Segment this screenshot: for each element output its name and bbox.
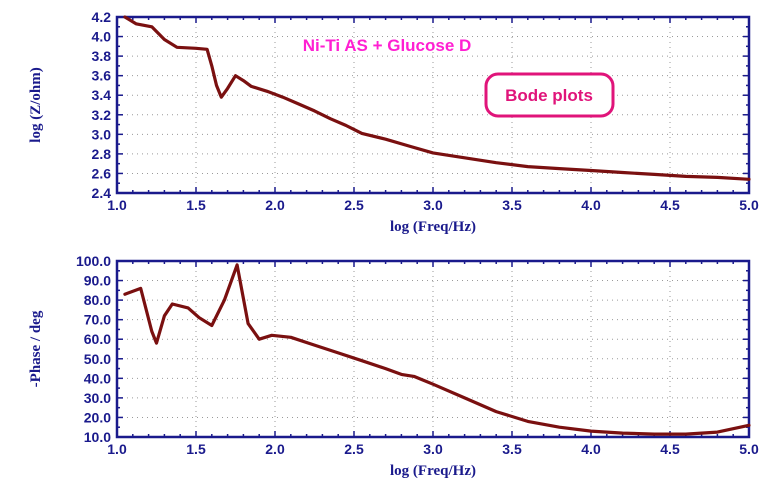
impedance-x-tick-labels: 1.0 1.5 2.0 2.5 3.0 3.5 4.0 4.5 5.0 [107,197,759,213]
impedance-y-tick-label: 3.2 [92,107,112,123]
bode-plots-label: Bode plots [505,86,593,105]
phase-x-tick-label: 4.0 [581,441,601,457]
phase-y-tick-label: 90.0 [84,273,111,289]
phase-grid [117,261,749,437]
phase-y-tick-label: 60.0 [84,331,111,347]
phase-y-tick-label: 20.0 [84,409,111,425]
impedance-plot: 1.0 1.5 2.0 2.5 3.0 3.5 4.0 4.5 5.0 2.42.62.83.0… [28,9,759,235]
phase-y-tick-label: 70.0 [84,312,111,328]
sample-annotation: Ni-Ti AS + Glucose D [303,36,472,55]
phase-x-tick-label: 1.5 [186,441,206,457]
impedance-x-tick-label: 3.0 [423,197,443,213]
phase-series-line [125,265,749,434]
impedance-x-tick-label: 4.0 [581,197,601,213]
impedance-y-tick-label: 2.6 [92,165,112,181]
phase-y-tick-label: 100.0 [76,253,111,269]
impedance-x-tick-label: 2.0 [265,197,285,213]
phase-y-tick-labels: 10.0 20.0 30.0 40.0 50.0 60.0 70.0 80.0 90.0 100.… [76,253,111,445]
impedance-x-tick-label: 4.5 [660,197,680,213]
phase-x-axis-title: log (Freq/Hz) [390,463,476,479]
phase-x-tick-label: 2.5 [344,441,364,457]
phase-x-tick-labels: 1.0 1.5 2.0 2.5 3.0 3.5 4.0 4.5 5.0 [107,441,759,457]
impedance-y-tick-labels: 2.4 2.6 2.8 3.0 3.2 3.4 3.6 3.8 4.0 4.2 [92,9,112,201]
phase-x-tick-label: 2.0 [265,441,285,457]
phase-y-tick-label: 50.0 [84,351,111,367]
impedance-y-tick-label: 3.6 [92,68,112,84]
impedance-y-tick-label: 2.8 [92,146,112,162]
impedance-y-tick-label: 3.0 [92,126,112,142]
phase-x-tick-label: 4.5 [660,441,680,457]
phase-y-tick-label: 30.0 [84,390,111,406]
impedance-x-tick-label: 3.5 [502,197,522,213]
phase-y-tick-label: 40.0 [84,370,111,386]
phase-y-tick-label: 80.0 [84,292,111,308]
phase-plot: 1.0 1.5 2.0 2.5 3.0 3.5 4.0 4.5 5.0 10.020.030.0… [28,253,759,479]
phase-y-axis-title: -Phase / deg [28,310,44,387]
impedance-y-tick-label: 3.8 [92,48,112,64]
impedance-x-axis-title: log (Freq/Hz) [390,219,476,235]
phase-y-tick-label: 10.0 [84,429,111,445]
impedance-y-tick-label: 4.2 [92,9,112,25]
phase-x-tick-label: 5.0 [739,441,759,457]
impedance-x-tick-label: 5.0 [739,197,759,213]
impedance-x-tick-label: 1.5 [186,197,206,213]
phase-plot-frame [117,261,749,437]
impedance-y-tick-label: 3.4 [92,87,112,103]
phase-ticks [117,261,749,437]
impedance-y-tick-label: 4.0 [92,29,112,45]
phase-x-tick-label: 3.0 [423,441,443,457]
impedance-y-tick-label: 2.4 [92,185,112,201]
phase-x-tick-label: 3.5 [502,441,522,457]
impedance-y-axis-title: log (Z/ohm) [28,67,44,142]
impedance-x-tick-label: 2.5 [344,197,364,213]
